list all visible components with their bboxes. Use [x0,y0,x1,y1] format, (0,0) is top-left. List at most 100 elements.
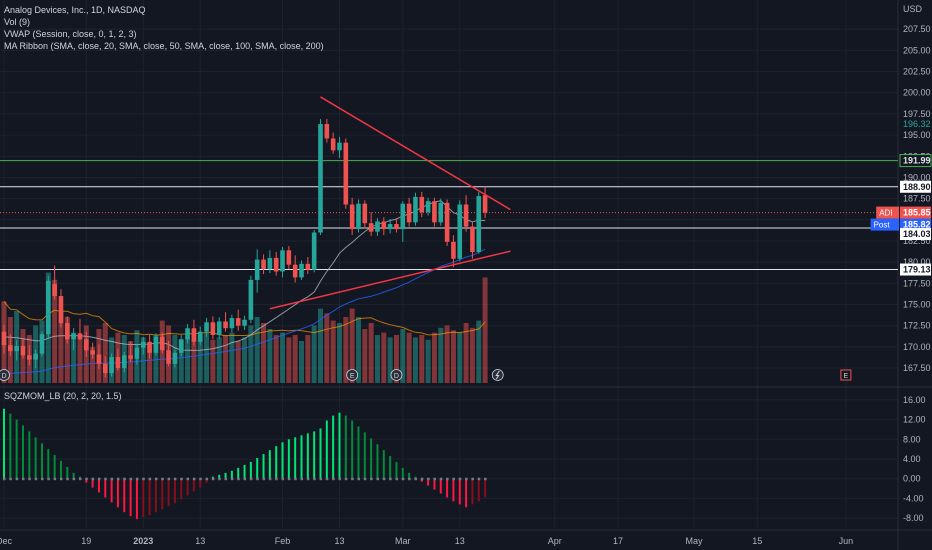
momentum-bar [338,412,341,479]
volume-bar [374,335,380,383]
momentum-bar [256,458,259,479]
earnings-marker [346,369,359,381]
vwap-indicator-label[interactable]: VWAP (Session, close, 0, 1, 2, 3) [4,29,137,39]
momentum-bar [85,478,88,483]
momentum-bar [72,472,75,479]
volume-bar [444,325,450,383]
volume-bar [292,335,298,383]
squeeze-dot [338,477,341,481]
squeeze-dot [173,477,177,481]
price-tick: 190.00 [903,172,931,182]
squeeze-dot [382,477,386,481]
candle-body [229,318,235,329]
momentum-bar [199,478,202,488]
volume-bar [286,337,292,383]
squeeze-dot [484,477,487,481]
price-label: 185.85 [903,208,931,218]
volume-bar [368,323,374,383]
candle-body [273,257,279,272]
momentum-bar [167,478,170,507]
squeeze-dot [389,477,392,481]
marker-label: D [394,373,399,380]
volume-bar [311,325,317,383]
candle-body [476,196,482,252]
time-tick: 13 [455,536,465,546]
squeeze-dot [446,477,449,481]
volume-bar [204,332,210,383]
volume-bar [324,313,330,383]
price-axis[interactable]: 207.50205.00202.50200.00197.50195.00192.… [870,24,932,523]
volume-bar [330,320,336,383]
volume-bar [280,332,286,383]
candle-body [463,204,469,227]
squeeze-dot [376,477,379,481]
candlesticks [1,118,488,378]
momentum-bar [224,472,227,479]
volume-indicator-label[interactable]: Vol (9) [4,17,31,27]
momentum-bar [66,466,69,479]
price-tag: Post [874,221,891,230]
candle-body [368,223,374,232]
volume-bar [102,323,108,383]
time-tick: Jun [839,536,854,546]
momentum-bar [3,408,5,479]
squeeze-dot [192,477,196,481]
candle-body [71,333,76,340]
sqzmom-indicator-label[interactable]: SQZMOM_LB (20, 2, 20, 1.5) [4,391,122,401]
ma-ribbon-indicator-label[interactable]: MA Ribbon (SMA, close, 20, SMA, close, 5… [4,41,324,51]
squeeze-dot [28,477,31,481]
momentum-bar [97,478,100,493]
candle-body [134,347,140,359]
squeeze-dot [306,477,310,481]
momentum-bar [427,478,430,486]
candle-body [254,259,260,280]
momentum-bar [319,428,322,479]
price-label: 196.32 [903,119,931,129]
candle-body [299,263,304,278]
volume-bar [419,335,425,383]
momentum-bar [395,461,398,479]
candle-body [292,264,298,278]
marker-label: E [350,373,355,380]
candle-body [482,195,488,213]
time-axis[interactable]: Dec 19 2023 13 Feb 13 Mar 13 Apr 17 May 15 Jun [0,536,853,546]
mom-tick: -8.00 [903,513,924,523]
momentum-bar [401,467,404,479]
candle-body [387,224,393,230]
momentum-bar [484,478,487,498]
candle-body [90,350,95,355]
candle-body [248,279,254,320]
volume-bar [355,317,361,383]
price-label: 188.90 [903,182,931,192]
candle-body [305,263,311,270]
candle-body [261,259,266,269]
candle-body [46,280,51,335]
momentum-bar [287,439,290,479]
price-label: 179.13 [903,265,931,275]
candle-body [444,202,450,242]
price-tick: 195.00 [903,130,931,140]
candle-body [39,334,45,354]
squeeze-dot [211,477,215,481]
price-label: 185.82 [903,220,931,230]
price-tick: 205.00 [903,45,931,55]
squeeze-dot [104,477,107,481]
momentum-bar [300,435,303,479]
momentum-bar [439,478,442,494]
squeeze-dot [414,477,417,481]
price-tick: 172.50 [903,321,931,331]
momentum-bar [275,446,278,479]
volume-bar [305,335,311,383]
mom-tick: 8.00 [903,434,921,444]
candle-body [438,202,444,223]
candle-body [343,142,349,205]
candle-body [191,328,197,342]
candle-body [33,353,38,360]
momentum-bar [452,478,455,502]
trendline-upper [320,96,511,211]
momentum-bar [249,461,252,479]
volume-bar [267,329,273,383]
price-tick: 202.50 [903,67,931,77]
